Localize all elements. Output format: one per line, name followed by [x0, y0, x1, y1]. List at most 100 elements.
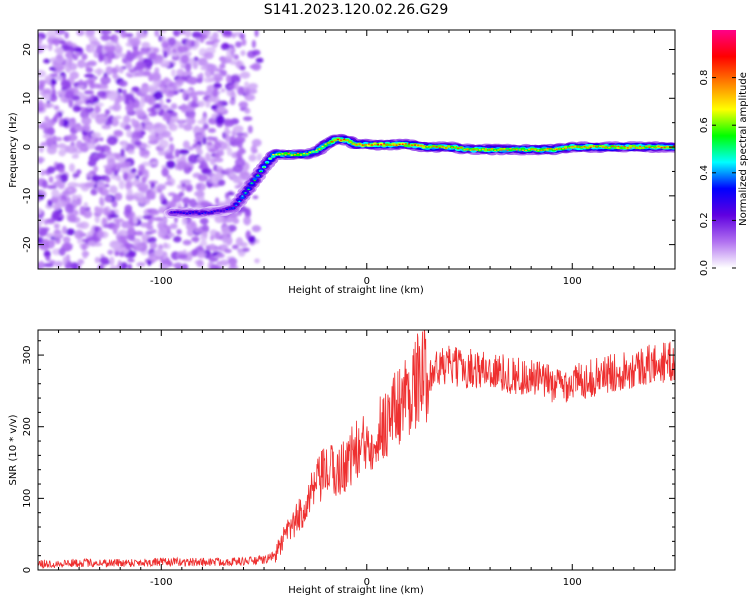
spectrogram-track-cell: [423, 145, 426, 147]
spectrogram-noise-cell: [58, 143, 66, 149]
spectrogram-track-cell: [324, 143, 327, 145]
spectrogram-noise-cell: [158, 34, 163, 42]
spectrogram-noise-cell: [201, 116, 207, 122]
spectrogram-noise-cell: [70, 262, 79, 269]
spectrogram-noise-cell: [141, 233, 151, 240]
spectrogram-track-cell: [457, 147, 460, 150]
spectrogram-track-cell: [240, 196, 245, 200]
spectrogram-noise-cell: [65, 89, 75, 99]
spectrogram-track-cell: [598, 145, 602, 148]
colorbar-label: Normalized spectral amplitude: [738, 72, 749, 226]
spectrogram-noise-cell: [86, 172, 94, 177]
spectrogram-noise-cell: [248, 235, 256, 244]
spectrogram-noise-cell: [56, 90, 67, 96]
spectrogram-noise-cell: [148, 134, 155, 142]
spectrogram-noise-cell: [186, 38, 191, 48]
spectrogram-noise-cell: [231, 244, 239, 250]
spectrogram-noise-cell: [151, 96, 156, 106]
spectrogram-noise-cell: [199, 240, 208, 247]
spectrogram-noise-cell: [39, 243, 50, 251]
spectrogram-track-cell: [426, 145, 429, 148]
spectrogram-track-cell: [586, 146, 589, 149]
spectrogram-noise-cell: [101, 217, 108, 225]
spectrogram-track-cell: [241, 195, 244, 197]
spectrogram-noise-cell: [140, 85, 150, 95]
spectrogram-noise-cell: [112, 242, 121, 252]
spectrogram-noise-cell: [138, 170, 143, 177]
spectrogram-track-cell: [185, 212, 189, 214]
spectrogram-noise-cell: [125, 61, 133, 69]
spectrogram-noise-cell: [43, 58, 51, 64]
spectrogram-noise-cell: [68, 163, 75, 172]
spectrogram-track-cell: [512, 148, 515, 151]
spectrogram-track-cell: [209, 211, 214, 215]
spectrogram-noise-cell: [103, 223, 113, 228]
spectrogram-track-cell: [278, 153, 281, 156]
spectrogram-noise-cell: [207, 64, 218, 73]
spectrogram-track-cell: [244, 192, 247, 194]
spectrogram-noise-cell: [192, 60, 199, 70]
spectrogram-noise-cell: [163, 51, 168, 59]
spectrogram-track-cell: [521, 149, 525, 152]
spectrogram-noise-cell: [125, 129, 133, 138]
spectrogram-track-cell: [648, 146, 651, 149]
spectrogram-noise-cell: [95, 115, 107, 125]
spectrogram-track-cell: [494, 149, 497, 152]
spectrogram-noise-cell: [232, 217, 240, 224]
spectrogram-track-cell: [531, 148, 534, 151]
spectrogram-noise-cell: [71, 194, 78, 202]
spectrogram-noise-cell: [71, 95, 80, 101]
spectrogram-noise-cell: [46, 30, 58, 38]
spectrogram-track-cell: [429, 146, 432, 148]
spectrogram-noise-cell: [248, 154, 257, 162]
spectrogram-noise-cell: [190, 100, 197, 107]
spectrogram-noise-cell: [178, 254, 189, 260]
spectrogram-noise-cell: [153, 47, 160, 54]
spectrogram-noise-cell: [207, 127, 217, 134]
spectrogram-track-cell: [555, 148, 559, 151]
spectrogram-noise-cell: [127, 149, 135, 155]
spectrogram-noise-cell: [99, 256, 110, 264]
spectrogram-noise-cell: [130, 168, 137, 174]
spectrogram-noise-cell: [230, 89, 236, 97]
spectrogram-track-cell: [207, 212, 210, 214]
snr-x-label: Height of straight line (km): [288, 585, 424, 596]
spectrogram-noise-cell: [98, 186, 104, 194]
spectrogram-noise-cell: [57, 195, 62, 200]
spectrogram-noise-cell: [193, 227, 204, 234]
spectrogram-noise-cell: [105, 65, 113, 76]
spectrogram-noise-cell: [38, 156, 45, 163]
spectrogram-noise-cell: [38, 262, 43, 269]
spectrogram-noise-cell: [229, 258, 237, 269]
spectrogram-track-cell: [376, 144, 380, 146]
spectrogram-track-cell: [228, 208, 232, 210]
spectrogram-y-label: Frequency (Hz): [8, 112, 19, 188]
spectrogram-noise-cell: [38, 196, 41, 203]
spectrogram-noise-cell: [209, 148, 216, 153]
spectrogram-noise-cell: [120, 121, 126, 129]
spectrogram-track-cell: [210, 211, 213, 213]
snr-y-ticks: 0 100 200 300: [22, 340, 675, 573]
spectrogram-track-cell: [275, 153, 278, 156]
spectrogram-noise-cell: [166, 98, 171, 103]
x-tick-label: 0: [364, 577, 370, 588]
spectrogram-noise-cell: [95, 206, 106, 214]
spectrogram-track-cell: [355, 143, 358, 146]
spectrogram-noise-cell: [104, 109, 111, 115]
spectrogram-noise-cell: [46, 184, 58, 190]
spectrogram-noise-cell: [132, 214, 138, 225]
spectrogram-noise-cell: [216, 166, 223, 171]
spectrogram-track-cell: [629, 147, 632, 149]
spectrogram-noise-cell: [76, 30, 85, 36]
spectrogram-track-cell: [460, 146, 463, 149]
spectrogram-noise-cell: [225, 74, 232, 84]
spectrogram-noise-cell: [46, 122, 52, 128]
spectrogram-noise-cell: [200, 200, 210, 208]
spectrogram-noise-cell: [168, 120, 175, 129]
spectrogram-noise-cell: [236, 60, 242, 69]
spectrogram-noise-cell: [55, 30, 66, 35]
spectrogram-track-cell: [416, 144, 420, 146]
spectrogram-noise-cell: [193, 190, 205, 197]
spectrogram-noise-cell: [105, 177, 111, 183]
spectrogram-noise-cell: [175, 78, 185, 86]
